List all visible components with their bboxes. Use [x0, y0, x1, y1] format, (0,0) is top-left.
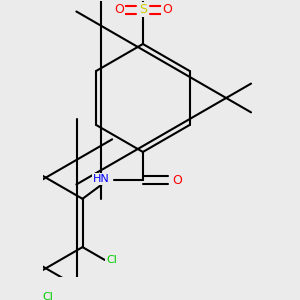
Text: Cl: Cl [106, 255, 117, 265]
Text: O: O [162, 3, 172, 16]
Text: HN: HN [93, 174, 110, 184]
Text: Cl: Cl [42, 292, 53, 300]
Text: S: S [139, 3, 147, 16]
Text: O: O [172, 174, 182, 187]
Text: O: O [114, 3, 124, 16]
